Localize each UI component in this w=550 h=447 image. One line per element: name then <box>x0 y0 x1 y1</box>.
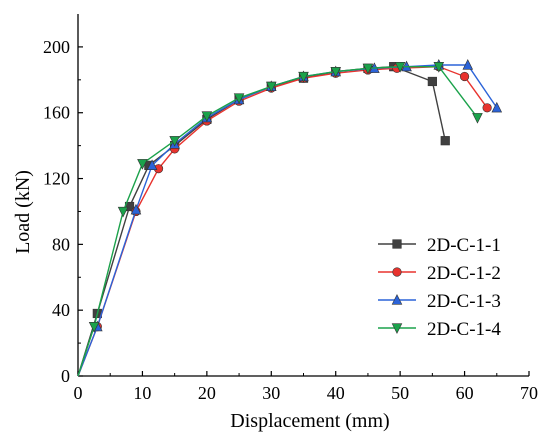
legend-marker <box>392 267 402 277</box>
legend-item: 2D-C-1-2 <box>378 263 501 284</box>
x-tick-label: 0 <box>74 383 83 403</box>
y-tick-label: 40 <box>52 300 70 320</box>
ticks: 0 10 20 30 40 50 60 70 0 40 80 120 160 200 <box>43 37 538 403</box>
series-line <box>77 65 479 377</box>
data-point <box>137 159 148 170</box>
data-point <box>130 203 142 215</box>
legend-label: 2D-C-1-3 <box>427 291 501 312</box>
y-tick-label: 80 <box>52 234 70 254</box>
legend-item: 2D-C-1-3 <box>378 291 501 312</box>
legend-marker <box>391 323 403 334</box>
data-point <box>298 71 309 83</box>
data-point <box>169 136 180 147</box>
data-point <box>362 63 374 75</box>
data-point <box>427 76 437 87</box>
x-tick-label: 20 <box>198 383 216 403</box>
data-point <box>117 206 129 218</box>
x-tick-label: 70 <box>520 383 538 403</box>
legend-item: 2D-C-1-4 <box>378 319 501 340</box>
data-point <box>201 111 213 122</box>
data-point <box>491 101 503 113</box>
x-tick-label: 30 <box>262 383 280 403</box>
x-tick-label: 40 <box>327 383 345 403</box>
y-tick-label: 120 <box>43 169 70 189</box>
legend-item: 2D-C-1-1 <box>378 235 501 256</box>
legend-label: 2D-C-1-1 <box>427 235 501 256</box>
data-point <box>433 62 445 73</box>
legend-marker <box>391 294 403 305</box>
data-point <box>440 136 450 146</box>
data-point <box>146 159 158 170</box>
data-point <box>472 113 483 124</box>
x-tick-label: 60 <box>456 383 474 403</box>
data-point <box>330 66 341 78</box>
y-tick-label: 0 <box>61 366 70 386</box>
data-point <box>88 322 100 333</box>
data-point <box>394 62 406 73</box>
data-point <box>233 93 245 104</box>
data-point <box>462 59 474 70</box>
series-2D-C-1-4 <box>77 62 483 377</box>
y-axis-title: Load (kN) <box>12 170 34 254</box>
legend: 2D-C-1-1 2D-C-1-2 2D-C-1-3 2D-C-1-4 <box>378 235 501 340</box>
series-line <box>77 65 488 377</box>
legend-marker <box>392 239 402 249</box>
data-point <box>459 71 470 82</box>
data-point <box>482 103 492 113</box>
legend-label: 2D-C-1-2 <box>427 263 501 284</box>
legend-label: 2D-C-1-4 <box>427 319 501 340</box>
x-axis-title: Displacement (mm) <box>230 410 389 432</box>
y-tick-label: 160 <box>43 103 70 123</box>
y-tick-label: 200 <box>43 37 70 57</box>
x-tick-label: 10 <box>133 383 151 403</box>
x-tick-label: 50 <box>391 383 409 403</box>
data-point <box>266 81 277 93</box>
series-layer <box>77 59 503 377</box>
